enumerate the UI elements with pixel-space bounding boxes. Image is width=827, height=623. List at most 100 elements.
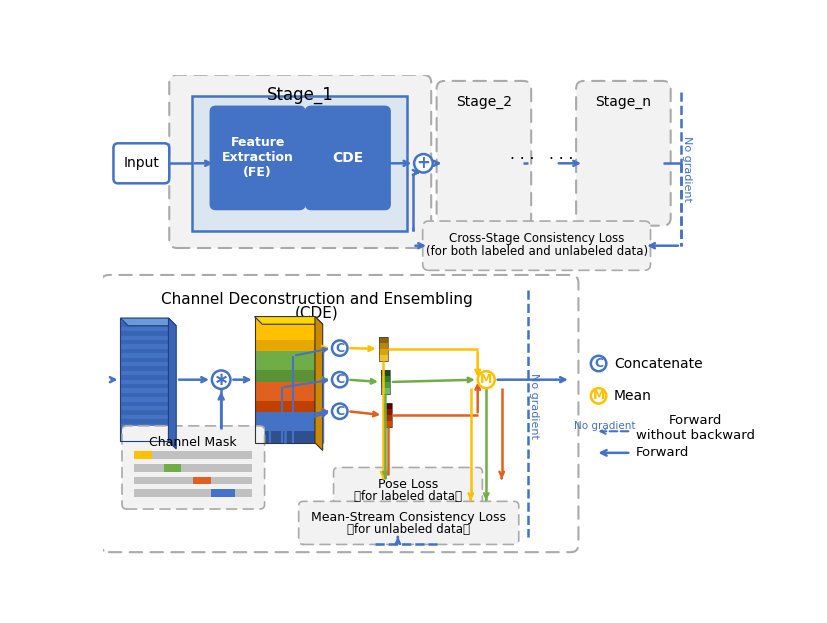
Bar bbox=[121, 336, 169, 340]
Circle shape bbox=[478, 371, 495, 388]
Polygon shape bbox=[255, 316, 323, 324]
Bar bbox=[255, 355, 315, 359]
Bar bbox=[192, 97, 407, 231]
Bar bbox=[121, 366, 169, 371]
Bar bbox=[255, 420, 315, 424]
Text: Pose Loss: Pose Loss bbox=[378, 478, 438, 491]
Text: Input: Input bbox=[123, 156, 160, 170]
Circle shape bbox=[332, 340, 347, 356]
Text: Mean-Stream Consistency Loss: Mean-Stream Consistency Loss bbox=[311, 511, 506, 524]
Text: Mean: Mean bbox=[614, 389, 652, 403]
Text: Cross-Stage Consistency Loss: Cross-Stage Consistency Loss bbox=[449, 232, 624, 245]
Polygon shape bbox=[169, 318, 176, 449]
Bar bbox=[181, 464, 252, 472]
Text: CDE: CDE bbox=[332, 151, 363, 165]
Bar bbox=[255, 324, 315, 328]
Bar bbox=[121, 318, 169, 441]
Bar bbox=[121, 331, 169, 336]
Bar bbox=[255, 370, 315, 374]
Bar bbox=[383, 415, 393, 422]
Bar bbox=[255, 393, 315, 397]
Bar bbox=[255, 343, 315, 348]
Bar bbox=[121, 362, 169, 367]
Circle shape bbox=[590, 356, 606, 371]
Text: Forward: Forward bbox=[636, 446, 689, 459]
Bar bbox=[121, 389, 169, 393]
Bar bbox=[383, 403, 393, 427]
Bar bbox=[121, 318, 169, 323]
FancyBboxPatch shape bbox=[170, 75, 431, 248]
Text: Forward
without backward: Forward without backward bbox=[636, 414, 755, 442]
Text: C: C bbox=[594, 357, 603, 370]
Bar bbox=[121, 323, 169, 327]
Bar bbox=[380, 382, 390, 389]
Bar bbox=[255, 401, 315, 405]
Text: M: M bbox=[592, 389, 605, 402]
Bar bbox=[255, 416, 315, 420]
Bar bbox=[194, 477, 211, 485]
Bar bbox=[134, 477, 194, 485]
Circle shape bbox=[332, 372, 347, 388]
Bar bbox=[121, 393, 169, 397]
Bar bbox=[235, 489, 252, 497]
Bar bbox=[380, 369, 390, 376]
FancyBboxPatch shape bbox=[299, 502, 519, 545]
Bar bbox=[211, 477, 252, 485]
Bar bbox=[121, 327, 169, 331]
FancyBboxPatch shape bbox=[122, 426, 265, 509]
Bar bbox=[121, 415, 169, 420]
Bar bbox=[255, 389, 315, 393]
Bar bbox=[255, 336, 315, 340]
Bar bbox=[134, 489, 211, 497]
Text: Concatenate: Concatenate bbox=[614, 356, 703, 371]
Bar bbox=[255, 359, 315, 363]
Bar bbox=[255, 316, 315, 321]
Text: Stage_1: Stage_1 bbox=[267, 86, 333, 104]
Text: Stage_2: Stage_2 bbox=[456, 95, 512, 110]
Bar bbox=[255, 386, 315, 389]
Text: Feature
Extraction
(FE): Feature Extraction (FE) bbox=[222, 136, 294, 179]
Polygon shape bbox=[121, 318, 176, 326]
Circle shape bbox=[590, 388, 606, 404]
Text: （for unlabeled data）: （for unlabeled data） bbox=[347, 523, 471, 536]
Bar bbox=[380, 388, 390, 395]
Bar bbox=[121, 402, 169, 406]
Text: Channel Mask: Channel Mask bbox=[150, 435, 237, 449]
Bar bbox=[121, 428, 169, 433]
Text: No gradient: No gradient bbox=[574, 421, 636, 431]
Bar bbox=[121, 358, 169, 363]
FancyBboxPatch shape bbox=[333, 467, 482, 513]
Text: C: C bbox=[335, 373, 344, 386]
Bar bbox=[134, 451, 152, 459]
Text: No gradient: No gradient bbox=[529, 373, 539, 439]
Bar bbox=[121, 406, 169, 411]
FancyBboxPatch shape bbox=[113, 143, 170, 183]
Bar bbox=[121, 371, 169, 376]
Text: Channel Deconstruction and Ensembling: Channel Deconstruction and Ensembling bbox=[160, 292, 472, 307]
Bar bbox=[121, 379, 169, 384]
FancyBboxPatch shape bbox=[423, 221, 651, 270]
Bar bbox=[379, 336, 388, 361]
Bar bbox=[152, 451, 252, 459]
Bar bbox=[379, 343, 388, 350]
Bar bbox=[121, 411, 169, 416]
Circle shape bbox=[414, 154, 433, 173]
Bar bbox=[255, 431, 315, 435]
Bar bbox=[121, 437, 169, 442]
Bar bbox=[379, 355, 388, 361]
Bar bbox=[255, 340, 315, 343]
Bar bbox=[121, 353, 169, 358]
Bar bbox=[383, 421, 393, 428]
Bar bbox=[255, 316, 315, 443]
Text: No gradient: No gradient bbox=[682, 136, 692, 202]
Bar bbox=[121, 384, 169, 389]
Bar bbox=[255, 374, 315, 378]
Bar bbox=[121, 349, 169, 354]
Bar bbox=[121, 432, 169, 437]
Bar bbox=[121, 345, 169, 350]
Bar bbox=[121, 375, 169, 380]
Bar bbox=[121, 419, 169, 424]
Bar bbox=[255, 427, 315, 432]
Bar bbox=[255, 412, 315, 416]
Bar bbox=[379, 336, 388, 343]
